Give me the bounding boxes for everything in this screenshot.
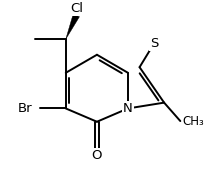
Text: CH₃: CH₃: [183, 115, 205, 128]
Text: Cl: Cl: [70, 2, 83, 15]
Polygon shape: [66, 14, 79, 39]
Text: O: O: [92, 149, 102, 162]
Text: N: N: [123, 102, 133, 115]
Text: S: S: [150, 37, 158, 50]
Text: Br: Br: [18, 102, 33, 115]
